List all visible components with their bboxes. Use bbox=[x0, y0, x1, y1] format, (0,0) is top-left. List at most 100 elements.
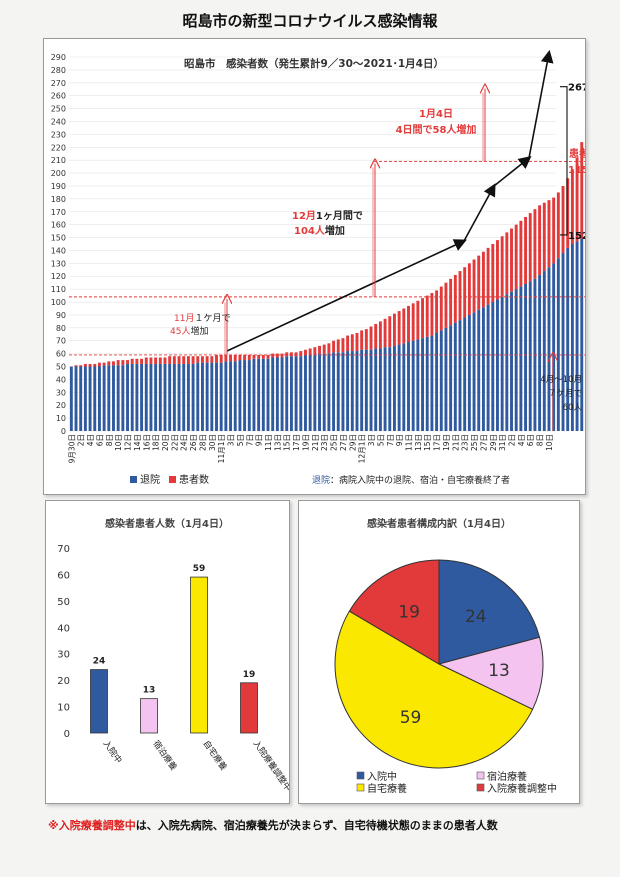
bar-patients bbox=[374, 323, 378, 349]
main-y-tick-label: 90 bbox=[56, 311, 66, 320]
bar-recovered bbox=[126, 363, 129, 431]
bar-patients bbox=[135, 358, 139, 364]
main-y-tick-label: 120 bbox=[51, 272, 66, 281]
bar-patients bbox=[191, 356, 195, 364]
bar-recovered bbox=[491, 302, 495, 431]
bar-recovered bbox=[201, 362, 204, 431]
main-x-tick-label: 3日 bbox=[227, 434, 236, 446]
main-y-tick-label: 280 bbox=[51, 66, 66, 75]
bar-recovered bbox=[500, 296, 504, 431]
legend-swatch-patients bbox=[169, 476, 176, 483]
pie-slice-value: 13 bbox=[488, 661, 510, 681]
bar-recovered bbox=[416, 339, 420, 431]
main-y-tick-label: 60 bbox=[56, 350, 66, 359]
bar-recovered bbox=[313, 354, 317, 431]
main-x-tick-label: 13日 bbox=[414, 434, 423, 451]
bar-recovered bbox=[332, 352, 336, 431]
bar-recovered bbox=[383, 347, 387, 431]
legend-note: 退院：病院入院中の退院、宿泊・自宅療養終了者 bbox=[312, 474, 510, 486]
bar-recovered bbox=[318, 353, 321, 431]
jan-annotation-line1: 1月4日 bbox=[419, 108, 453, 120]
main-x-tick-label: 21日 bbox=[311, 434, 320, 451]
main-y-tick-label: 290 bbox=[51, 53, 66, 62]
bar-patients bbox=[556, 192, 560, 259]
pie-legend-swatch bbox=[356, 771, 365, 780]
bar-patients bbox=[271, 353, 275, 358]
patient-count-bar-value: 13 bbox=[143, 686, 156, 696]
bar-patients bbox=[280, 353, 284, 358]
main-x-tick-label: 25日 bbox=[330, 434, 339, 451]
footnote-text: は、入院先病院、宿泊療養先が決まらず、自宅待機状態のままの患者人数 bbox=[135, 819, 498, 832]
bar-y-tick-label: 20 bbox=[57, 676, 70, 687]
main-x-tick-label: 12月1日 bbox=[358, 434, 367, 463]
main-y-tick-label: 170 bbox=[51, 208, 66, 217]
legend-note-text: ：病院入院中の退院、宿泊・自宅療養終了者 bbox=[330, 474, 510, 486]
bar-patients bbox=[107, 361, 111, 366]
bar-patients bbox=[364, 329, 368, 350]
bar-recovered bbox=[154, 363, 158, 431]
main-x-tick-label: 22日 bbox=[170, 434, 179, 451]
legend-label-recovered: 退院 bbox=[140, 473, 160, 486]
bar-recovered bbox=[289, 356, 293, 431]
pie-slice bbox=[334, 610, 534, 769]
bar-recovered bbox=[514, 289, 518, 431]
bar-patients bbox=[491, 244, 495, 303]
main-x-tick-label: 14日 bbox=[133, 434, 142, 451]
bar-patients bbox=[93, 363, 97, 367]
bar-patients bbox=[360, 330, 364, 350]
bar-patients bbox=[233, 354, 237, 362]
bar-patients bbox=[481, 251, 485, 308]
dec-annotation-line1: 12月1ヶ月間で bbox=[292, 210, 363, 222]
bar-patients bbox=[163, 357, 167, 364]
bar-patients bbox=[126, 360, 129, 364]
pie-legend-label: 宿泊療養 bbox=[487, 770, 527, 783]
bar-recovered bbox=[486, 304, 490, 431]
bar-recovered bbox=[481, 307, 485, 431]
oct-annotation-line3: 60人 bbox=[563, 403, 583, 413]
bar-patients bbox=[201, 356, 204, 363]
bar-recovered bbox=[580, 238, 584, 431]
pie-legend-label: 入院療養調整中 bbox=[487, 782, 557, 795]
bar-recovered bbox=[285, 356, 289, 431]
bar-recovered bbox=[140, 363, 144, 431]
bar-patients bbox=[407, 305, 410, 343]
main-x-tick-label: 11日 bbox=[264, 434, 273, 451]
bar-recovered bbox=[444, 327, 448, 431]
bar-patients bbox=[336, 339, 340, 353]
bar-recovered bbox=[102, 365, 106, 431]
bar-recovered bbox=[561, 253, 565, 431]
patient-count-bar bbox=[140, 698, 158, 734]
main-y-tick-label: 20 bbox=[56, 401, 66, 410]
main-x-tick-label: 9日 bbox=[255, 434, 264, 446]
bar-recovered bbox=[238, 360, 242, 431]
main-y-tick-label: 200 bbox=[51, 169, 66, 178]
bar-recovered bbox=[552, 263, 556, 431]
bar-recovered bbox=[322, 353, 326, 431]
bar-recovered bbox=[355, 351, 359, 431]
bar-patients bbox=[519, 220, 523, 287]
bar-patients bbox=[182, 356, 186, 364]
bar-patients bbox=[219, 354, 223, 363]
bar-patients bbox=[355, 332, 359, 352]
patient-count-bar bbox=[190, 576, 208, 734]
bar-patients bbox=[102, 362, 106, 366]
main-x-tick-label: 2日 bbox=[508, 434, 517, 446]
pie-slice bbox=[438, 559, 541, 665]
bar-recovered bbox=[308, 354, 312, 431]
nov-annotation-line1: 11月１ケ月で bbox=[174, 313, 230, 324]
main-y-tick-label: 220 bbox=[51, 143, 66, 152]
bar-recovered bbox=[196, 362, 200, 431]
bar-recovered bbox=[505, 294, 509, 431]
bar-patients bbox=[130, 358, 134, 364]
main-y-tick-label: 180 bbox=[51, 195, 66, 204]
pie-slice-value: 19 bbox=[398, 603, 420, 623]
main-y-tick-label: 250 bbox=[51, 105, 66, 114]
bar-patients bbox=[266, 354, 270, 359]
dec-annotation-line2: 104人増加 bbox=[294, 224, 345, 237]
bar-patients bbox=[510, 228, 513, 292]
footnote-mark: ※ bbox=[48, 819, 59, 832]
main-y-tick-label: 140 bbox=[51, 246, 66, 255]
bar-patients bbox=[430, 293, 434, 336]
bar-recovered bbox=[79, 366, 83, 431]
bar-recovered bbox=[407, 342, 410, 431]
